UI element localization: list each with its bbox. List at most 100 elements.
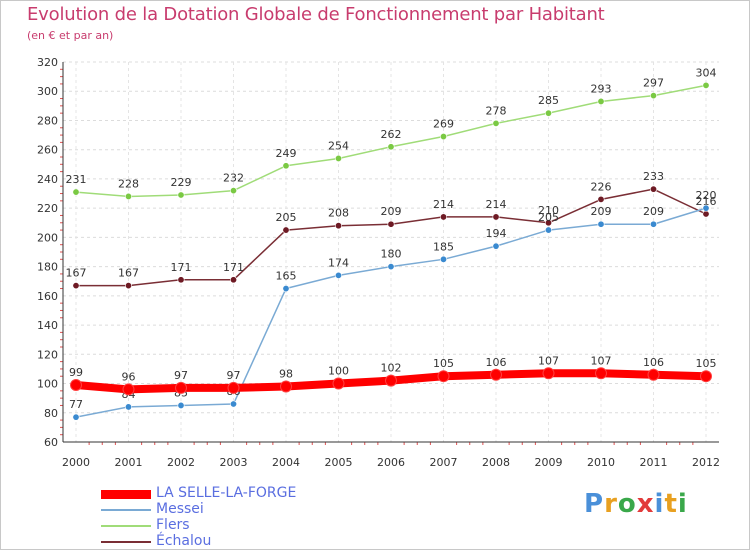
data-label-la-selle-la-forge: 97 — [227, 369, 241, 382]
legend-label-echalou: Échalou — [156, 533, 212, 549]
x-tick-label: 2006 — [377, 456, 405, 469]
point-messei — [334, 271, 342, 279]
y-tick-label: 80 — [44, 407, 58, 420]
data-label-messei: 209 — [591, 205, 612, 218]
data-label-la-selle-la-forge: 105 — [696, 357, 717, 370]
x-tick-label: 2005 — [325, 456, 353, 469]
logo-letter: P — [584, 489, 605, 519]
point-flers — [334, 154, 342, 162]
point-messei — [230, 400, 238, 408]
y-tick-label: 180 — [37, 261, 58, 274]
data-label-flers: 293 — [591, 82, 612, 95]
data-label-messei: 165 — [276, 270, 297, 283]
data-label-flers: 304 — [696, 66, 717, 79]
point-echalou — [334, 222, 342, 230]
data-label-messei: 185 — [433, 240, 454, 253]
point-la-selle-la-forge — [175, 381, 187, 394]
x-tick-label: 2012 — [692, 456, 720, 469]
data-label-la-selle-la-forge: 99 — [69, 366, 83, 379]
data-label-flers: 249 — [276, 147, 297, 160]
point-flers — [230, 187, 238, 195]
data-label-echalou: 233 — [643, 170, 664, 183]
legend-swatch-flers — [101, 525, 151, 527]
point-la-selle-la-forge — [595, 367, 607, 380]
x-tick-label: 2010 — [587, 456, 615, 469]
data-label-flers: 297 — [643, 77, 664, 90]
data-label-messei: 209 — [643, 205, 664, 218]
point-messei — [649, 220, 657, 228]
legend-swatch-echalou — [101, 541, 151, 543]
y-tick-label: 300 — [37, 85, 58, 98]
data-label-echalou: 167 — [66, 267, 87, 280]
data-label-echalou: 216 — [696, 195, 717, 208]
point-echalou — [702, 210, 710, 218]
y-tick-label: 120 — [37, 348, 58, 361]
point-echalou — [439, 213, 447, 221]
y-tick-label: 320 — [37, 56, 58, 69]
y-tick-label: 100 — [37, 378, 58, 391]
point-messei — [492, 242, 500, 250]
point-messei — [544, 226, 552, 234]
x-tick-label: 2007 — [430, 456, 458, 469]
data-label-flers: 262 — [381, 128, 402, 141]
data-label-flers: 285 — [538, 94, 559, 107]
point-flers — [597, 97, 605, 105]
data-label-echalou: 171 — [223, 261, 244, 274]
point-echalou — [125, 282, 133, 290]
data-label-echalou: 205 — [276, 211, 297, 224]
data-label-flers: 228 — [118, 177, 139, 190]
point-la-selle-la-forge — [437, 370, 450, 383]
point-la-selle-la-forge — [332, 377, 345, 390]
point-flers — [439, 133, 447, 141]
data-label-flers: 254 — [328, 139, 349, 152]
y-tick-label: 60 — [44, 436, 58, 449]
data-label-echalou: 209 — [381, 205, 402, 218]
point-la-selle-la-forge — [647, 368, 660, 381]
chart-title: Evolution de la Dotation Globale de Fonc… — [27, 4, 605, 25]
x-tick-label: 2001 — [115, 456, 143, 469]
y-tick-label: 140 — [37, 319, 58, 332]
data-label-echalou: 171 — [171, 261, 192, 274]
data-label-messei: 194 — [486, 227, 507, 240]
point-flers — [544, 109, 552, 117]
data-label-echalou: 226 — [591, 180, 612, 193]
data-label-la-selle-la-forge: 96 — [122, 370, 136, 383]
point-messei — [597, 220, 605, 228]
point-flers — [387, 143, 395, 151]
data-label-messei: 205 — [538, 211, 559, 224]
point-echalou — [597, 195, 605, 203]
x-tick-label: 2008 — [482, 456, 510, 469]
point-flers — [125, 192, 133, 200]
data-label-messei: 174 — [328, 256, 349, 269]
y-tick-label: 240 — [37, 173, 58, 186]
logo-letter: x — [636, 489, 655, 519]
point-echalou — [544, 219, 552, 227]
y-tick-label: 220 — [37, 202, 58, 215]
data-label-flers: 229 — [171, 176, 192, 189]
y-tick-label: 280 — [37, 114, 58, 127]
data-label-echalou: 210 — [538, 204, 559, 217]
legend-label-messei: Messei — [156, 501, 204, 517]
point-la-selle-la-forge — [280, 380, 292, 393]
point-echalou — [282, 226, 290, 234]
point-flers — [282, 162, 290, 170]
point-messei — [177, 401, 185, 409]
point-la-selle-la-forge — [490, 368, 502, 381]
data-label-messei: 220 — [696, 189, 717, 202]
point-la-selle-la-forge — [700, 370, 712, 383]
point-flers — [492, 119, 500, 127]
point-messei — [282, 285, 290, 293]
y-tick-label: 260 — [37, 144, 58, 157]
point-flers — [649, 92, 657, 100]
data-label-echalou: 214 — [486, 198, 507, 211]
point-flers — [177, 191, 185, 199]
data-label-echalou: 167 — [118, 267, 139, 280]
logo-letter: i — [654, 489, 665, 519]
logo-letter: o — [617, 489, 637, 519]
point-flers — [702, 81, 710, 89]
data-label-la-selle-la-forge: 100 — [328, 365, 349, 378]
data-label-la-selle-la-forge: 97 — [174, 369, 188, 382]
logo-letter: i — [677, 489, 688, 519]
